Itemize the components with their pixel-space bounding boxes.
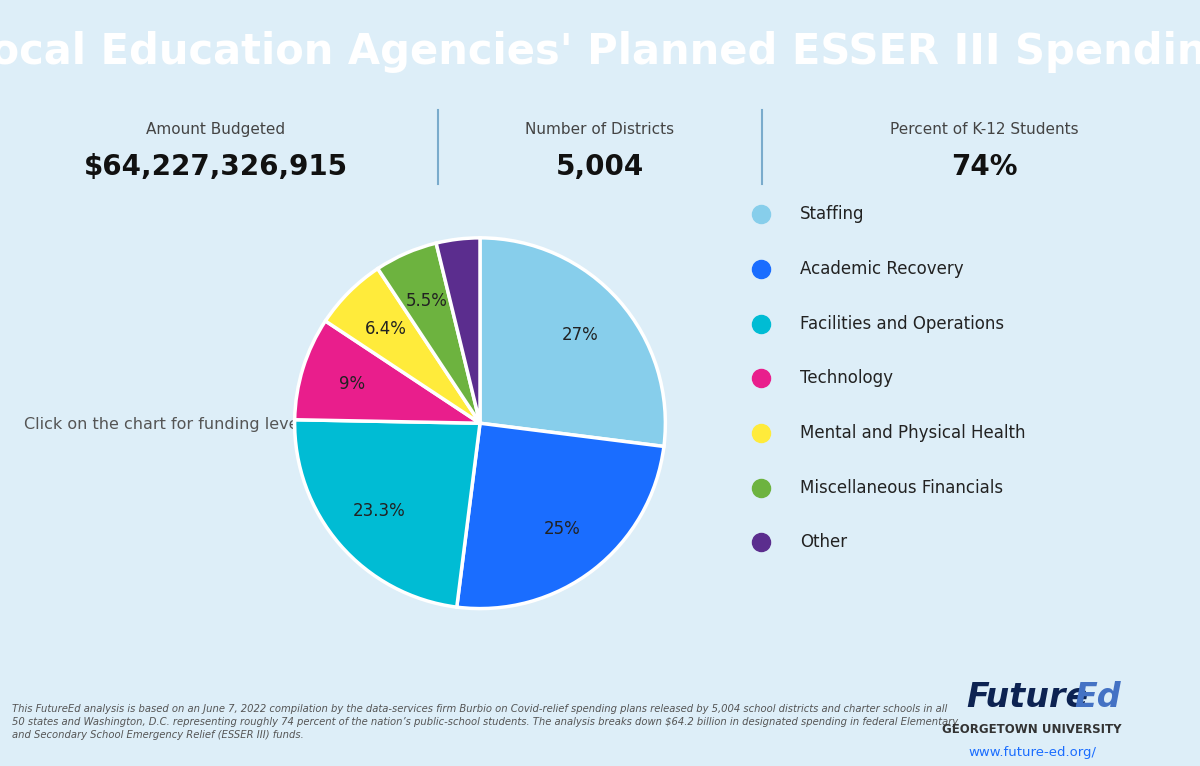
Text: Academic Recovery: Academic Recovery [800, 260, 964, 278]
Text: 74%: 74% [950, 153, 1018, 181]
Text: 5,004: 5,004 [556, 153, 644, 181]
Text: $64,227,326,915: $64,227,326,915 [84, 153, 348, 181]
Text: Other: Other [800, 533, 847, 552]
Text: Miscellaneous Financials: Miscellaneous Financials [800, 479, 1003, 496]
Text: Ed: Ed [1074, 681, 1121, 714]
Wedge shape [457, 423, 664, 608]
Text: Facilities and Operations: Facilities and Operations [800, 315, 1004, 332]
Wedge shape [325, 269, 480, 423]
Text: GEORGETOWN UNIVERSITY: GEORGETOWN UNIVERSITY [942, 722, 1122, 735]
Text: Technology: Technology [800, 369, 893, 388]
Text: 25%: 25% [544, 519, 580, 538]
Wedge shape [480, 237, 665, 447]
Text: Mental and Physical Health: Mental and Physical Health [800, 424, 1026, 442]
Text: Future: Future [966, 681, 1088, 714]
Text: 6.4%: 6.4% [365, 320, 407, 338]
Text: 5.5%: 5.5% [406, 292, 448, 310]
Text: 23.3%: 23.3% [353, 502, 406, 519]
Text: Percent of K-12 Students: Percent of K-12 Students [889, 123, 1079, 137]
Wedge shape [295, 420, 480, 607]
Text: 9%: 9% [340, 375, 366, 392]
Text: Staffing: Staffing [800, 205, 865, 224]
Wedge shape [436, 237, 480, 423]
Text: Click on the chart for funding levels: Click on the chart for funding levels [24, 417, 311, 433]
Text: Amount Budgeted: Amount Budgeted [146, 123, 286, 137]
Text: Number of Districts: Number of Districts [526, 123, 674, 137]
Text: 27%: 27% [562, 326, 599, 344]
Wedge shape [378, 243, 480, 423]
Text: Local Education Agencies' Planned ESSER III Spending: Local Education Agencies' Planned ESSER … [0, 31, 1200, 73]
Text: This FutureEd analysis is based on an June 7, 2022 compilation by the data-servi: This FutureEd analysis is based on an Ju… [12, 704, 958, 740]
Text: www.future-ed.org/: www.future-ed.org/ [968, 746, 1096, 759]
Wedge shape [295, 321, 480, 423]
